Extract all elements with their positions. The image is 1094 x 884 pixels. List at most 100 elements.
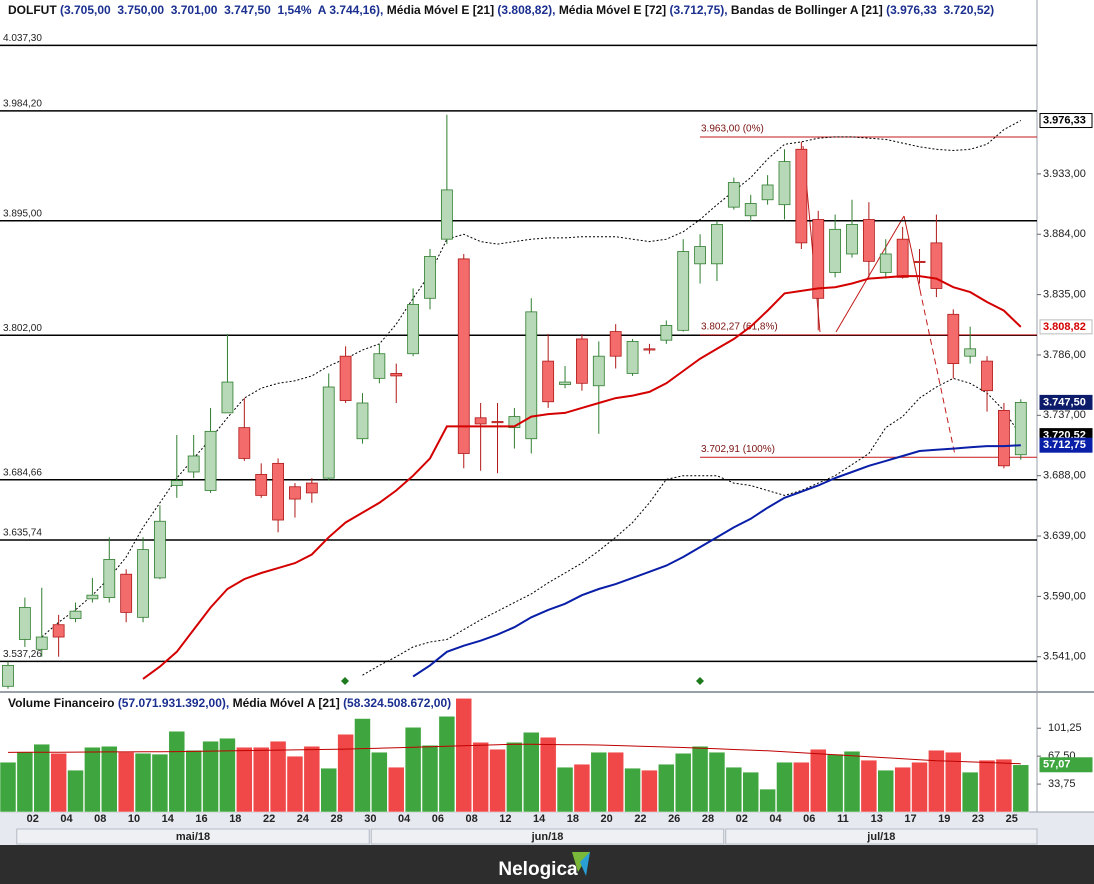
y-tick-label: 3.590,00: [1043, 590, 1086, 602]
x-tick-label: 06: [432, 813, 444, 825]
volume-bar: [641, 769, 658, 813]
candle-body: [542, 360, 555, 403]
fib-label: 3.963,00 (0%): [701, 124, 764, 135]
candle-body: [795, 148, 808, 244]
logo-shape: [580, 852, 590, 876]
value-box: [1039, 757, 1093, 773]
candle-body: [440, 189, 453, 240]
candle-body: [238, 427, 251, 459]
volume-title: Volume Financeiro: [8, 696, 115, 710]
volume-readout: (57.071.931.392,00),: [117, 696, 230, 710]
candle-body: [947, 313, 960, 364]
trend-line: [903, 215, 921, 291]
footer-brand: Nelogica: [498, 859, 578, 880]
volume-ma: [7, 743, 1021, 765]
x-tick-label: 30: [364, 813, 376, 825]
y-tick-label: 3.786,00: [1043, 349, 1086, 361]
volume-bar: [995, 758, 1013, 813]
volume-bar: [67, 769, 84, 813]
volume-bar: [523, 731, 540, 813]
volume-bar: [894, 766, 911, 813]
candle-body: [322, 386, 335, 479]
candle-body: [18, 607, 31, 640]
x-tick-label: 14: [533, 813, 546, 825]
candle-body: [829, 228, 842, 273]
level-label: 3.895,00: [3, 208, 42, 219]
volume-bar: [455, 698, 473, 813]
volume-bar: [809, 748, 827, 813]
volume-bar: [573, 763, 591, 813]
month-cell: [16, 828, 370, 845]
volume-bar: [320, 767, 337, 813]
candle-body: [356, 402, 369, 440]
x-tick-label: 28: [330, 813, 342, 825]
candle-body: [981, 360, 993, 392]
marker: [696, 677, 704, 685]
candle-body: [137, 549, 149, 618]
volume-bar: [84, 746, 101, 813]
volume-bar: [286, 755, 304, 813]
ma-readout: (58.324.508.672,00): [343, 696, 452, 710]
logo-icon: [572, 852, 590, 876]
volume-bar: [50, 753, 67, 813]
x-tick-label: 18: [567, 813, 579, 825]
moving-average: [412, 444, 1021, 678]
volume-bar: [387, 766, 405, 813]
volume-bar: [168, 731, 186, 813]
candle-body: [812, 219, 825, 299]
candle-body: [761, 184, 774, 201]
volume-bar: [134, 753, 152, 813]
candle-body: [339, 355, 352, 401]
y-tick-label: 3.639,00: [1043, 530, 1086, 542]
indicator-name: Média Móvel E [21]: [386, 3, 495, 17]
candle-body: [289, 486, 301, 500]
candle-body: [711, 223, 723, 265]
x-tick-label: 10: [128, 813, 140, 825]
candle-body: [187, 455, 200, 473]
level-label: 3.635,74: [3, 528, 42, 539]
candle-body: [255, 474, 268, 496]
candle-body: [778, 161, 791, 206]
volume-bar: [674, 753, 692, 813]
x-tick-label: 14: [162, 813, 175, 825]
candle-body: [879, 253, 892, 273]
candle-body: [525, 311, 538, 440]
x-tick-label: 04: [398, 813, 411, 825]
x-tick-label: 20: [601, 813, 613, 825]
candle-body: [592, 355, 605, 387]
month-label: mai/18: [176, 831, 210, 843]
volume-bar: [404, 727, 422, 813]
y-tick-label: 101,25: [1048, 722, 1082, 734]
level-label: 3.802,00: [3, 323, 42, 334]
volume-bar: [438, 716, 456, 813]
candle-body: [120, 573, 133, 613]
month-label: jul/18: [866, 831, 895, 843]
footer-bar: [0, 845, 1094, 884]
x-tick-label: 11: [837, 813, 849, 825]
candle-body: [559, 381, 571, 385]
candle-body: [491, 421, 504, 424]
month-cell: [370, 828, 725, 845]
level-label: 3.984,20: [3, 98, 42, 109]
candle-body: [272, 462, 284, 521]
candle-body: [727, 182, 740, 208]
candle-body: [52, 624, 65, 638]
volume-bar: [556, 766, 574, 813]
candle-body: [221, 381, 234, 414]
trend-line: [835, 215, 905, 333]
volume-bar: [1012, 764, 1030, 813]
value-box-label: 3.712,75: [1043, 439, 1086, 451]
x-tick-label: 22: [634, 813, 646, 825]
volume-bar: [202, 740, 219, 813]
volume-bar: [252, 746, 270, 813]
candle-body: [862, 219, 875, 262]
volume-bar: [185, 749, 202, 813]
indicator-readout: (3.976,33 3.720,52): [886, 3, 995, 17]
candle-body: [154, 520, 166, 579]
month-cell: [725, 828, 1038, 845]
ma-name: Média Móvel A [21]: [232, 696, 340, 710]
candle-body: [660, 325, 673, 341]
candle-body: [626, 341, 639, 374]
volume-bar: [978, 759, 996, 813]
